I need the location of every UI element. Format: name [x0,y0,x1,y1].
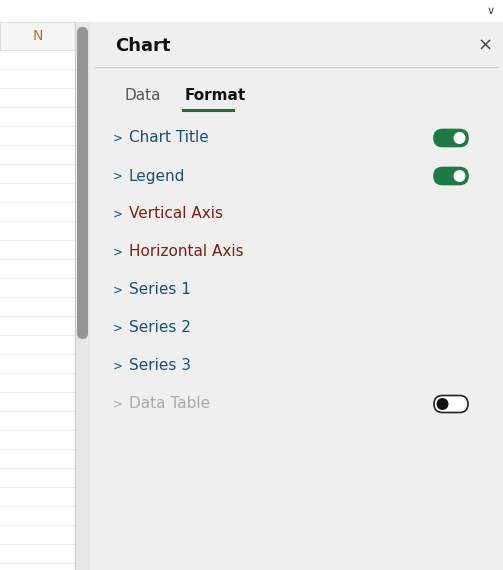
Text: Series 3: Series 3 [129,359,191,373]
Text: Series 2: Series 2 [129,320,191,336]
FancyBboxPatch shape [434,129,468,146]
Text: Vertical Axis: Vertical Axis [129,206,223,222]
FancyBboxPatch shape [434,168,468,185]
Text: Horizontal Axis: Horizontal Axis [129,245,243,259]
Text: Series 1: Series 1 [129,283,191,298]
Text: ×: × [477,37,492,55]
Circle shape [454,132,465,144]
Text: >: > [113,207,123,221]
Text: ∨: ∨ [487,6,495,16]
Text: Data: Data [125,88,161,103]
Text: Format: Format [185,88,246,103]
Bar [0,0,503,22]
FancyBboxPatch shape [77,27,88,339]
Circle shape [454,170,465,182]
Text: Legend: Legend [129,169,186,184]
Text: N: N [32,29,43,43]
Bar [90,22,503,570]
Text: >: > [113,246,123,259]
Bar [0,22,75,50]
Circle shape [437,398,449,410]
Text: >: > [113,169,123,182]
Text: >: > [113,321,123,335]
Text: >: > [113,360,123,373]
FancyBboxPatch shape [434,396,468,413]
Text: Chart Title: Chart Title [129,131,209,145]
Text: >: > [113,132,123,145]
Text: >: > [113,283,123,296]
Text: >: > [113,397,123,410]
Text: Data Table: Data Table [129,397,210,412]
Text: Chart: Chart [115,37,171,55]
Bar [0,22,75,570]
Bar [75,22,90,570]
